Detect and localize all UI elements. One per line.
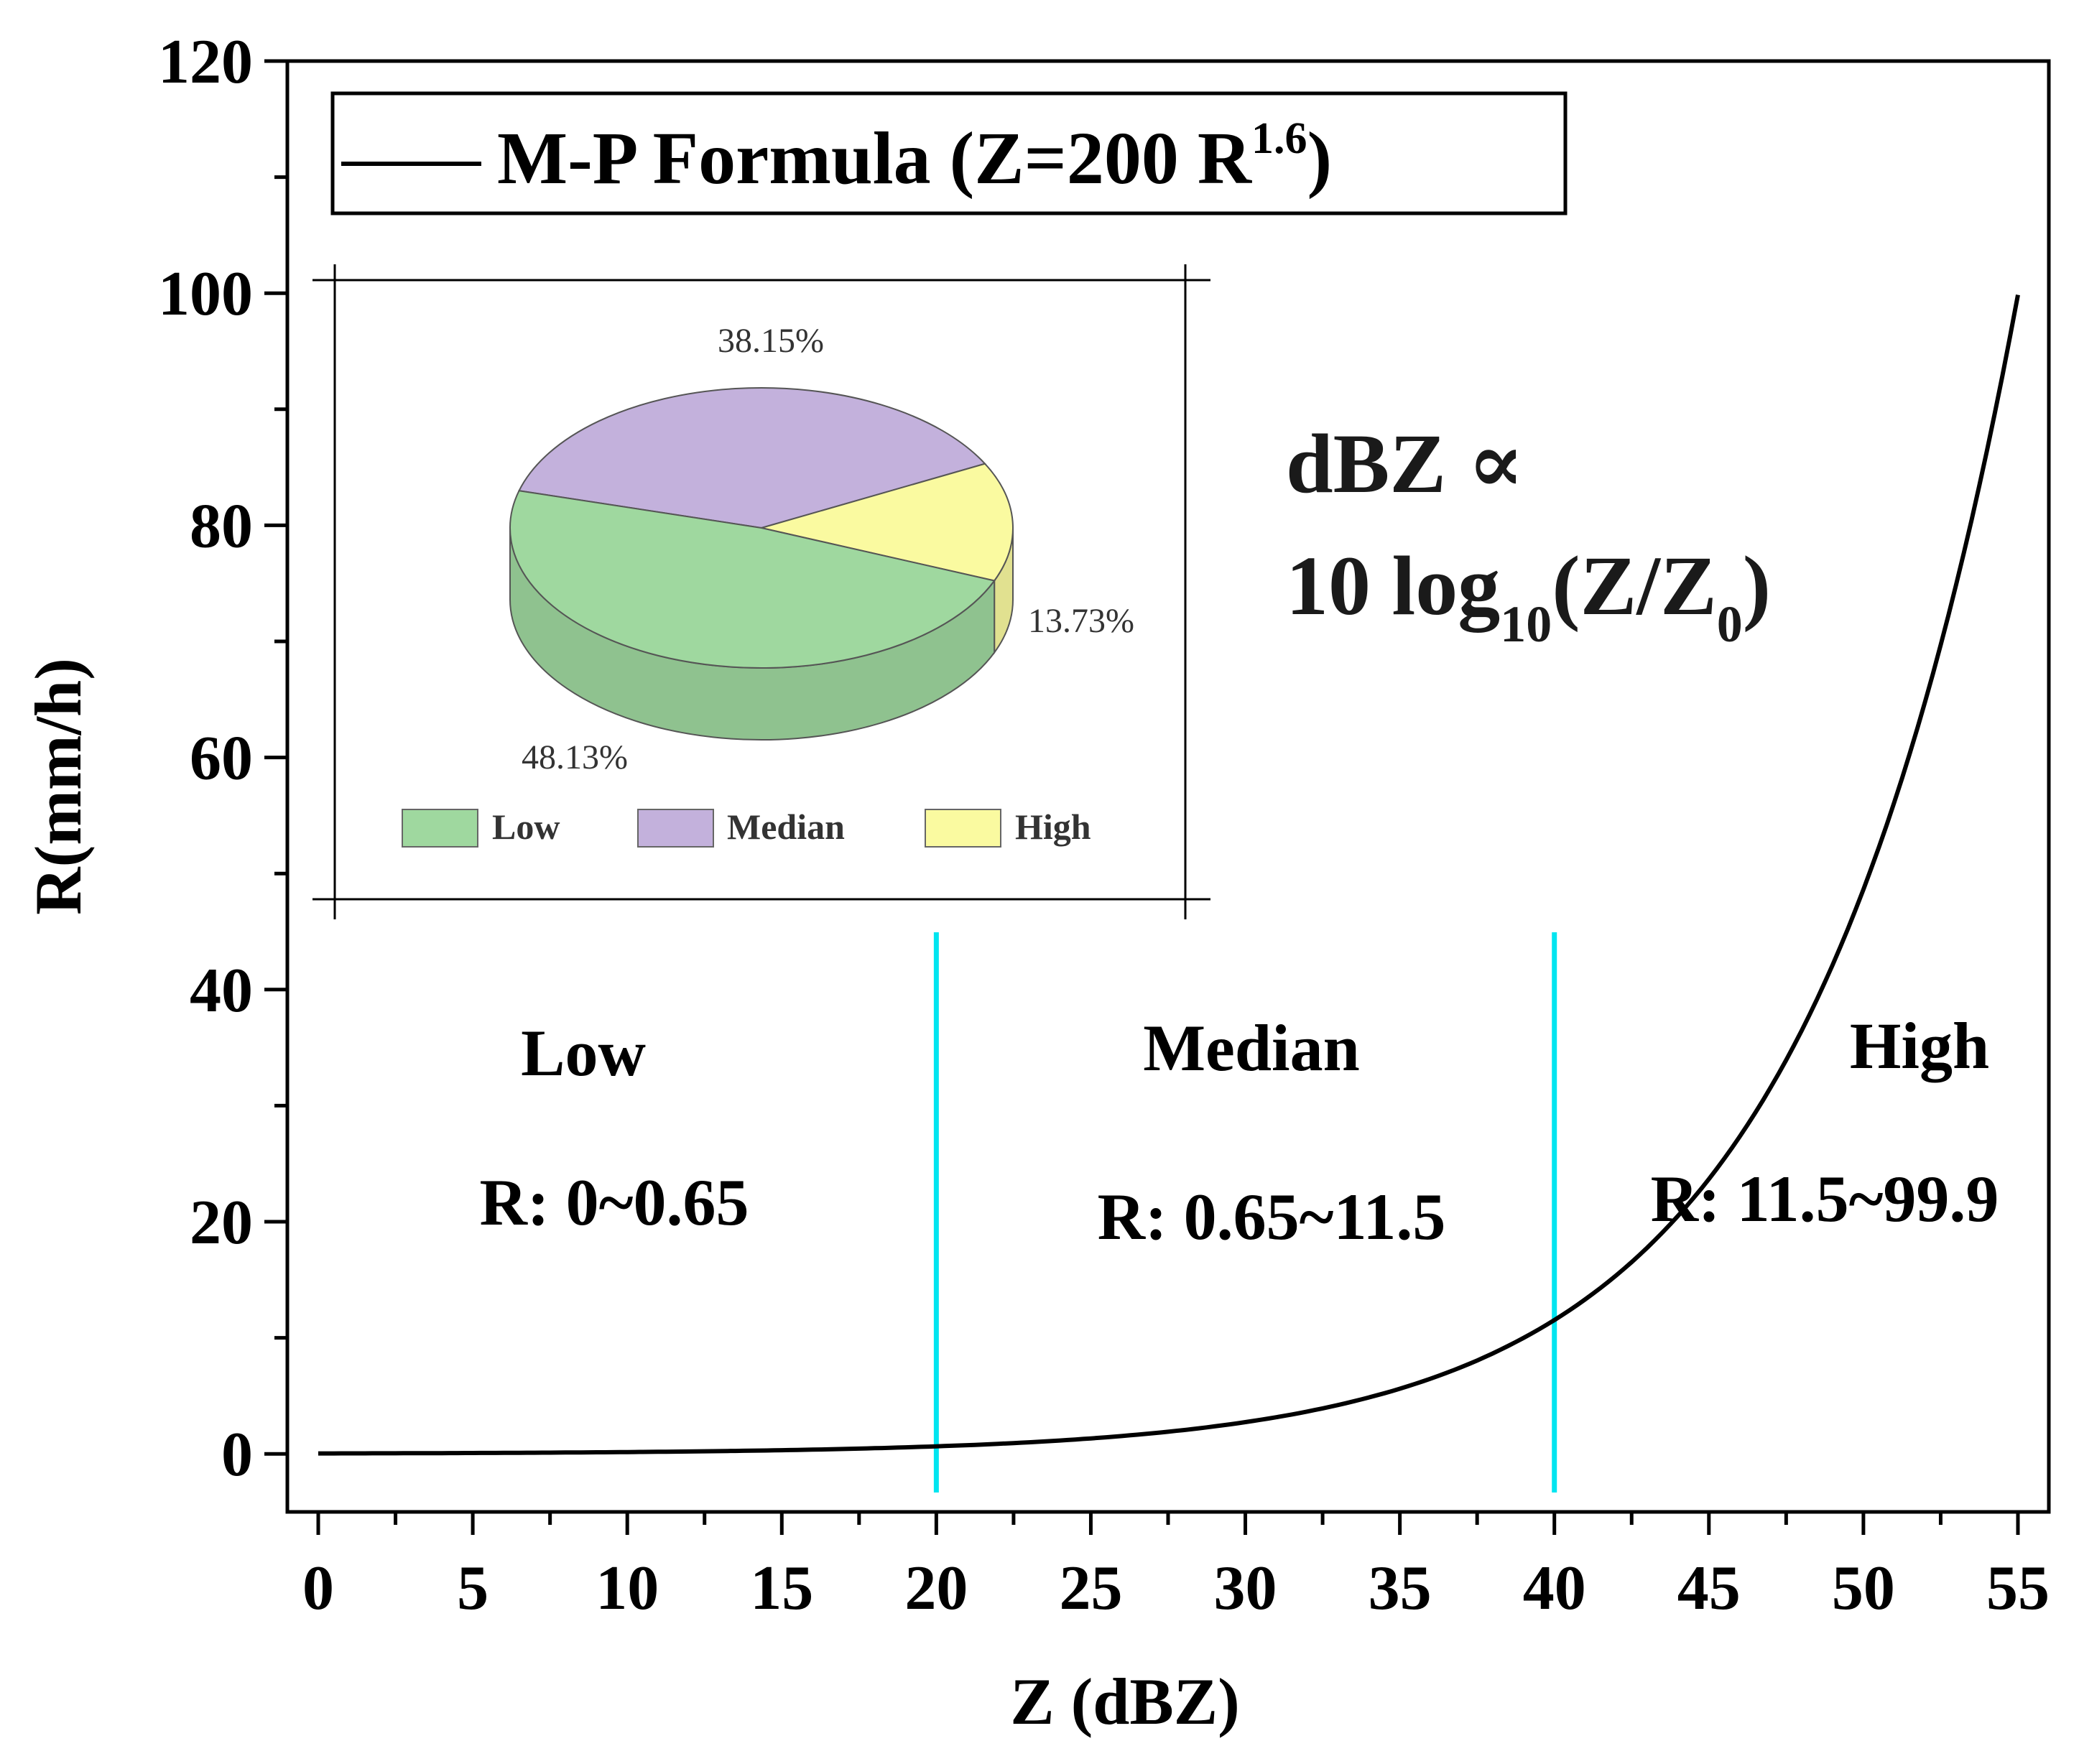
pie-label-median: 38.15%: [718, 322, 824, 360]
y-tick-label: 60: [190, 724, 253, 794]
pie-slice-high: [761, 463, 1014, 582]
x-tick-label: 5: [457, 1554, 489, 1623]
x-axis-title: Z (dBZ): [1010, 1665, 1240, 1738]
annotation-line-2: 10 log10(Z/Z0): [1286, 539, 1771, 653]
pie-slice-median: [518, 387, 986, 529]
x-tick-label: 15: [750, 1554, 813, 1623]
region-high-name: High: [1850, 1009, 1989, 1082]
pie-legend-label-median: Median: [727, 807, 845, 847]
x-tick-label: 20: [904, 1554, 968, 1623]
y-tick-label: 120: [158, 27, 253, 97]
x-tick-label: 50: [1832, 1554, 1895, 1623]
annotation-line-2-suffix: ): [1743, 539, 1771, 633]
pie-legend-label-low: Low: [492, 807, 560, 847]
threshold-lines: [933, 932, 1557, 1493]
legend-label-superscript: 1.6: [1251, 114, 1307, 163]
y-tick-label: 80: [190, 491, 253, 561]
x-ticks: 0 5 10 15 20 25 30 35 40 45 50 55: [302, 1512, 2050, 1623]
y-tick-label: 40: [190, 956, 253, 1026]
pie-slice-low: [509, 490, 996, 669]
region-labels: Low R: 0~0.65 Median R: 0.65~11.5 High R…: [480, 1009, 1999, 1253]
y-axis-title: R(mm/h): [22, 658, 95, 915]
x-tick-label: 45: [1677, 1554, 1741, 1623]
region-median-range: R: 0.65~11.5: [1098, 1180, 1446, 1253]
legend: M-P Formula (Z=200 R1.6): [330, 91, 1568, 215]
pie-legend-label-high: High: [1015, 807, 1091, 847]
region-median-name: Median: [1143, 1011, 1360, 1085]
pie-label-high: 13.73%: [1028, 602, 1134, 640]
series-line-mp-formula: [318, 294, 2020, 1456]
annotation-line-2-mid: (Z/Z: [1552, 539, 1717, 633]
pie-legend-swatch-median: [637, 809, 714, 848]
x-tick-label: 10: [596, 1554, 659, 1623]
legend-label: M-P Formula (Z=200 R1.6): [497, 114, 1332, 200]
region-high-range: R: 11.5~99.9: [1651, 1162, 1999, 1235]
pie-legend-swatch-low: [402, 809, 478, 848]
x-tick-label: 25: [1059, 1554, 1122, 1623]
legend-label-prefix: M-P Formula (Z=200 R: [497, 117, 1253, 200]
y-ticks: 0 20 40 60 80 100 120: [158, 27, 287, 1490]
annotation-line-2-prefix: 10 log: [1286, 539, 1500, 633]
inset-pie-chart: 38.15% 13.73% 48.13% Low Median High: [312, 264, 1210, 919]
annotation-line-2-sub2: 0: [1717, 595, 1743, 653]
pie-legend: Low Median High: [402, 807, 1091, 848]
y-tick-label: 20: [190, 1188, 253, 1258]
x-tick-label: 55: [1986, 1554, 2050, 1623]
pie-label-low: 48.13%: [522, 738, 628, 776]
region-low-name: Low: [521, 1016, 646, 1090]
x-tick-label: 35: [1369, 1554, 1432, 1623]
pie-slices: [509, 387, 1014, 741]
pie-legend-swatch-high: [925, 809, 1001, 848]
legend-box: [330, 91, 1568, 215]
annotation-line-2-sub: 10: [1500, 595, 1552, 653]
legend-label-suffix: ): [1307, 117, 1333, 200]
region-low-range: R: 0~0.65: [480, 1166, 749, 1239]
y-tick-label: 0: [221, 1420, 253, 1490]
x-tick-label: 0: [302, 1554, 334, 1623]
x-tick-label: 40: [1523, 1554, 1586, 1623]
annotation-line-1: dBZ ∝: [1286, 417, 1524, 511]
y-tick-label: 100: [158, 259, 253, 329]
x-tick-label: 30: [1214, 1554, 1277, 1623]
